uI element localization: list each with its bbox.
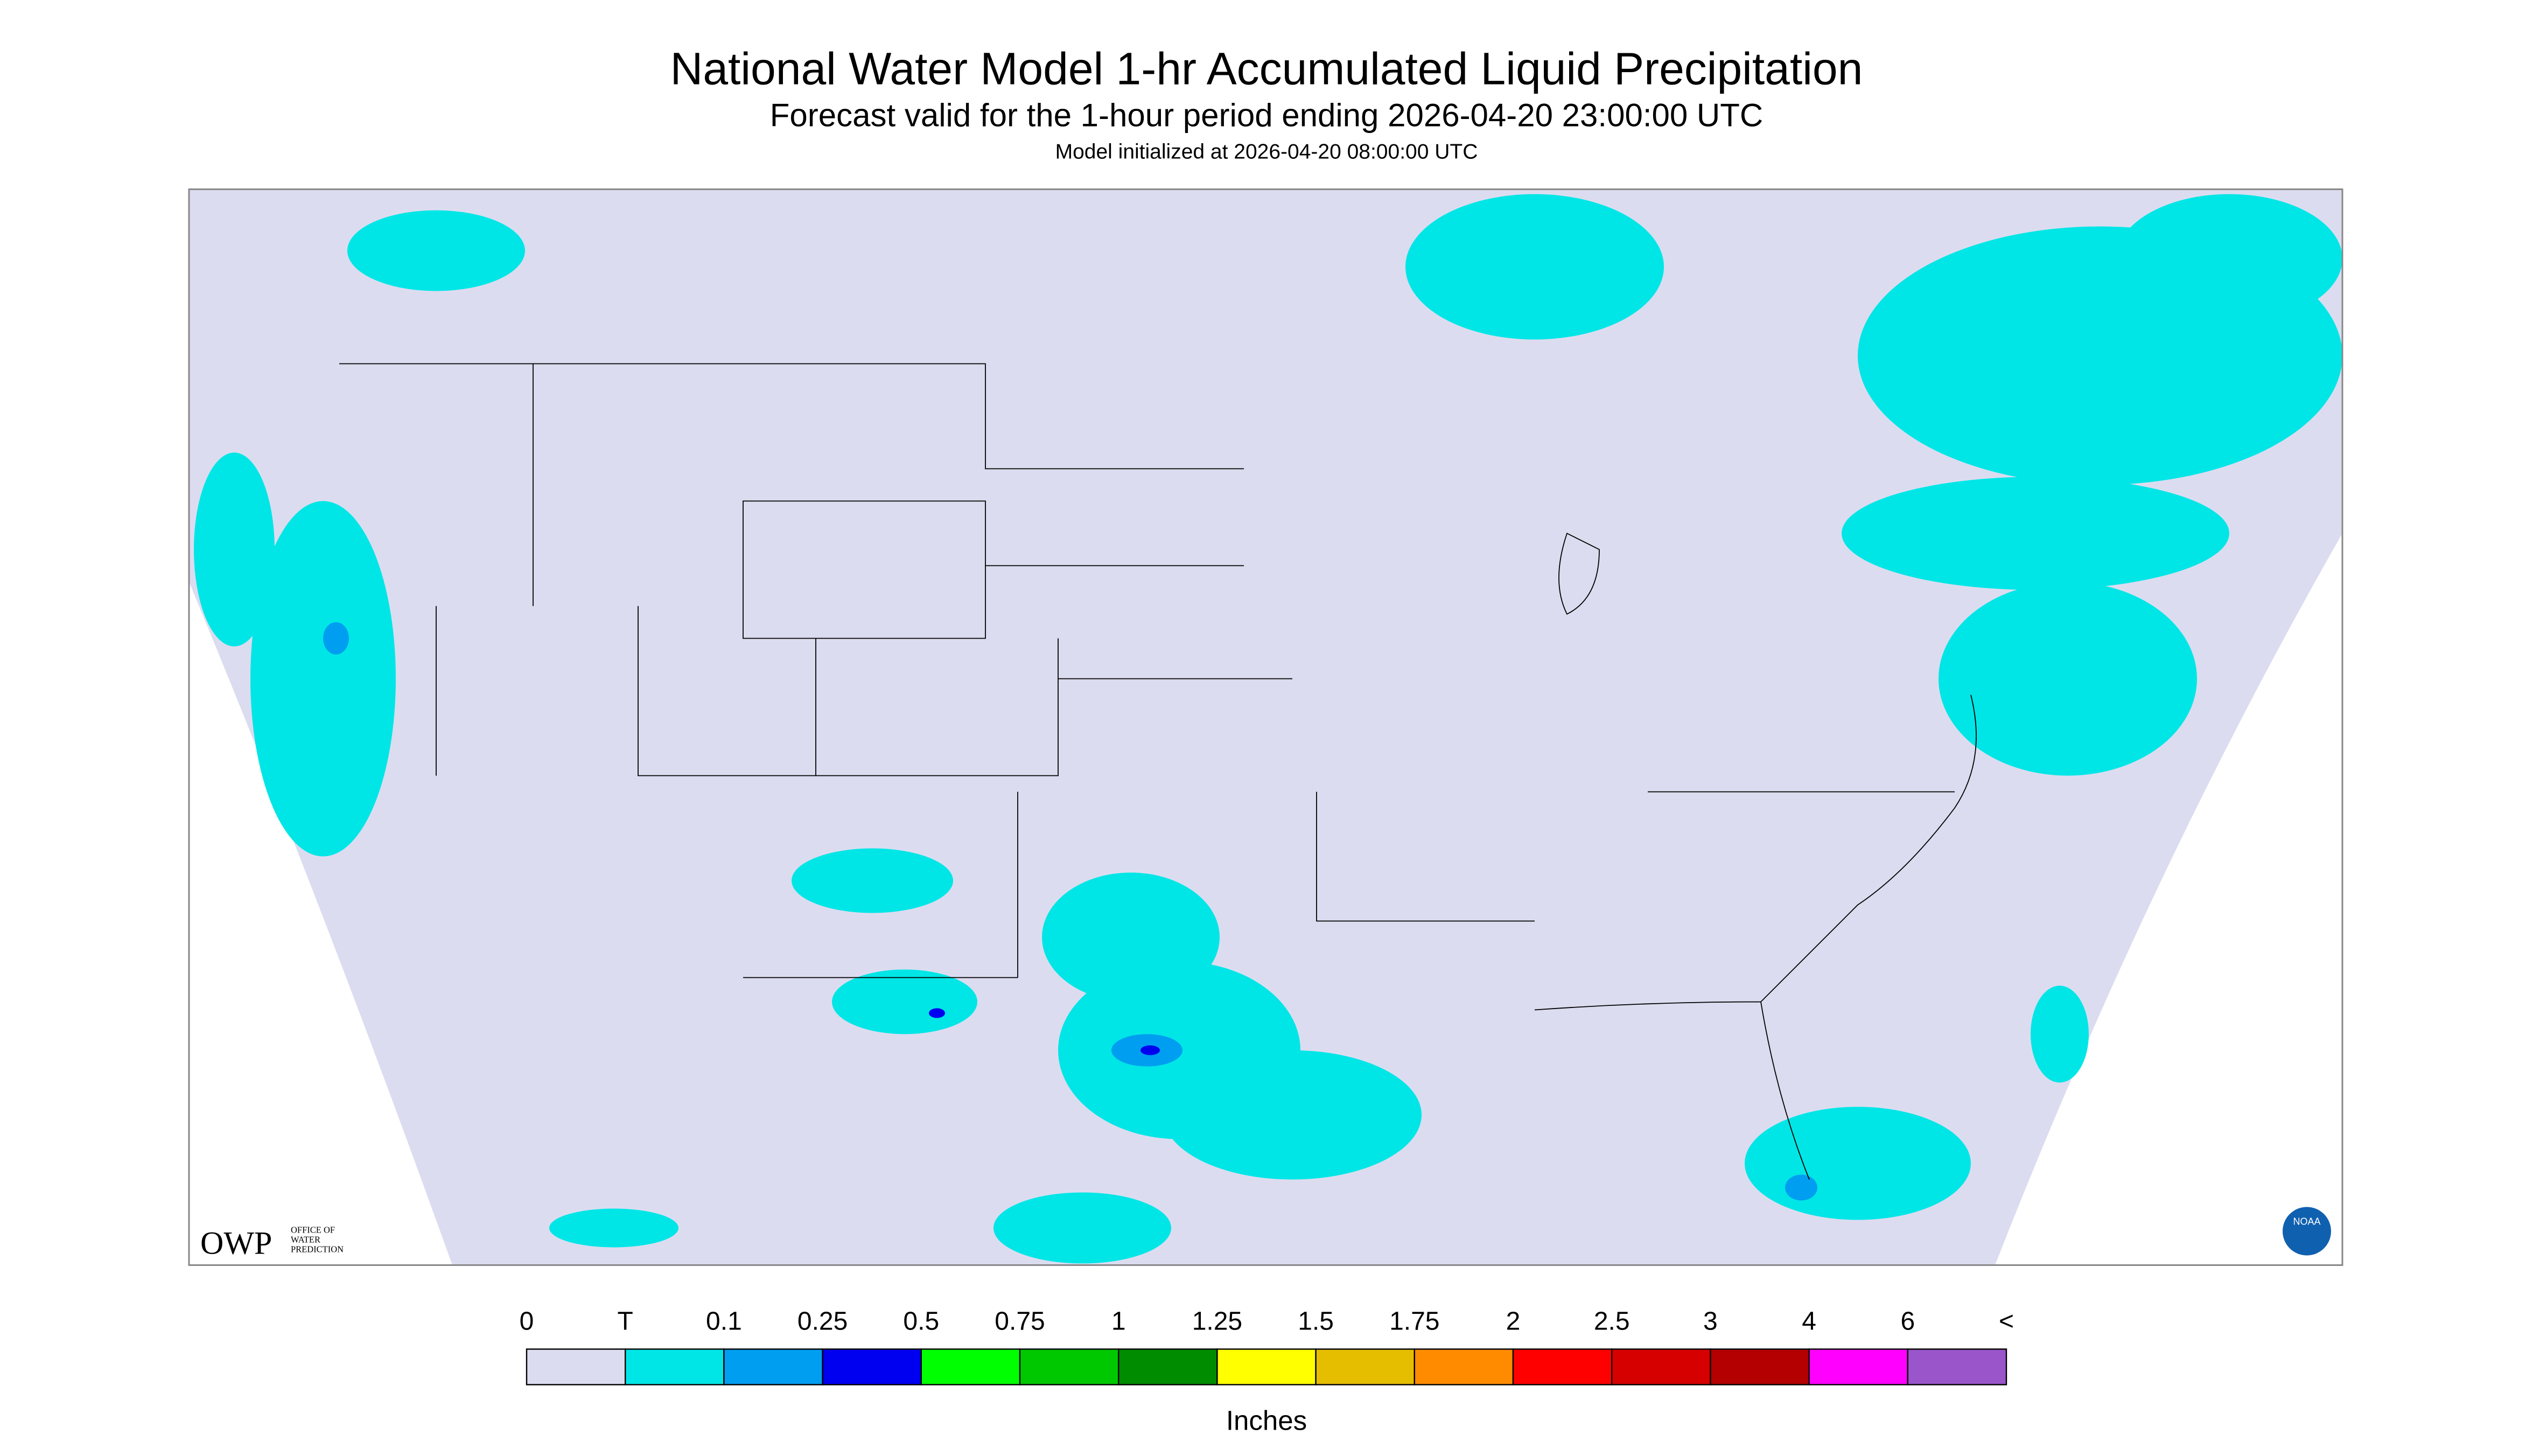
owp-logo-line: PREDICTION <box>291 1244 344 1255</box>
legend-label: 6 <box>1900 1307 1915 1336</box>
precip-areas <box>323 622 1817 1201</box>
legend-label: 2.5 <box>1594 1307 1630 1336</box>
legend-swatch <box>822 1348 922 1385</box>
owp-logo-line: WATER <box>291 1235 320 1245</box>
legend-swatch <box>1512 1348 1613 1385</box>
legend-label: 2 <box>1506 1307 1521 1336</box>
boundaries <box>339 363 1977 1180</box>
precip-areas <box>929 1008 945 1018</box>
map: OWP OFFICE OF WATER PREDICTION NOAA <box>188 188 2343 1266</box>
owp-logo: OWP <box>200 1226 272 1261</box>
legend-swatch <box>625 1348 725 1385</box>
subtitle: Forecast valid for the 1-hour period end… <box>770 97 1763 134</box>
init-note: Model initialized at 2026-04-20 08:00:00… <box>1055 141 1478 164</box>
legend-label: 0.1 <box>706 1307 742 1336</box>
legend-swatch <box>526 1348 626 1385</box>
legend-label: 1.75 <box>1389 1307 1439 1336</box>
noaa-logo-text: NOAA <box>2293 1216 2320 1227</box>
legend-swatch <box>723 1348 823 1385</box>
legend-units: Inches <box>1226 1405 1307 1436</box>
legend-swatch <box>1414 1348 1514 1385</box>
legend-label: < <box>1999 1307 2014 1336</box>
map-frame <box>188 188 2343 1266</box>
map-edge <box>189 582 452 1265</box>
legend-label: 1.25 <box>1192 1307 1242 1336</box>
legend-swatch <box>1907 1348 2007 1385</box>
precip-areas <box>194 194 2342 1264</box>
precip-areas <box>1140 1045 1160 1055</box>
legend-label: 4 <box>1802 1307 1816 1336</box>
legend-label: 1.5 <box>1298 1307 1334 1336</box>
legend-swatch <box>1019 1348 1119 1385</box>
noaa-logo <box>2283 1207 2331 1256</box>
legend-swatch <box>1710 1348 1810 1385</box>
legend-label: T <box>618 1307 633 1336</box>
legend-label: 0 <box>520 1307 534 1336</box>
title: National Water Model 1-hr Accumulated Li… <box>670 44 1863 94</box>
legend-swatch <box>1315 1348 1415 1385</box>
legend-swatch <box>1118 1348 1218 1385</box>
legend-swatch <box>1611 1348 1711 1385</box>
legend-label: 0.5 <box>903 1307 939 1336</box>
legend-swatch <box>1808 1348 1909 1385</box>
owp-logo-text: OFFICE OF WATER PREDICTION <box>291 1225 344 1255</box>
legend-label: 3 <box>1703 1307 1718 1336</box>
legend-label: 0.25 <box>797 1307 848 1336</box>
owp-logo-line: OFFICE OF <box>291 1225 335 1235</box>
legend-label: 1 <box>1111 1307 1126 1336</box>
map-edge <box>1995 533 2342 1265</box>
legend-swatch <box>920 1348 1021 1385</box>
legend-label: 0.75 <box>995 1307 1045 1336</box>
color-legend: 0 T 0.1 0.25 0.5 0.75 1 1.25 1.5 1.75 2 2.5 3 4 6 < <box>520 1307 2014 1385</box>
legend-swatch <box>1216 1348 1317 1385</box>
